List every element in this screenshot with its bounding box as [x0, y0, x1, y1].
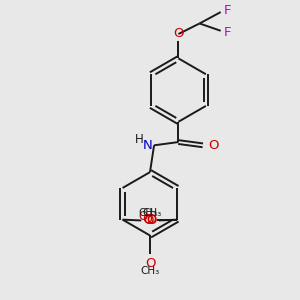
Text: CH₃: CH₃ [142, 208, 161, 218]
Text: H: H [135, 133, 144, 146]
Text: O: O [147, 214, 157, 227]
Text: O: O [142, 213, 152, 226]
Text: CH₃: CH₃ [140, 266, 160, 276]
Text: O: O [138, 210, 147, 223]
Text: O: O [143, 214, 153, 227]
Text: O: O [146, 213, 156, 226]
Text: O: O [173, 27, 184, 40]
Text: O: O [145, 256, 155, 270]
Text: F: F [224, 26, 231, 39]
Text: O: O [208, 139, 219, 152]
Text: F: F [224, 4, 231, 17]
Text: N: N [142, 139, 152, 152]
Text: CH₃: CH₃ [139, 208, 158, 218]
